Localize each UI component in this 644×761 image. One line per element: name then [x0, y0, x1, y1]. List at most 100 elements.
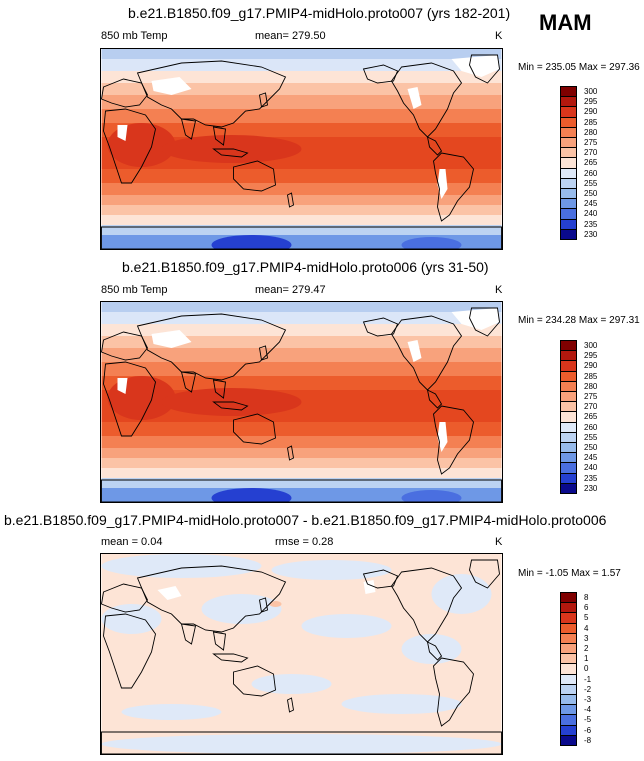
panel1-missing-data: [437, 169, 448, 199]
panel1-colorbar-tick-label: 285: [584, 117, 598, 127]
panel2-colorbar-tick-label: 290: [584, 361, 598, 371]
panel2-colorbar-swatch: [560, 421, 577, 433]
panel1-colorbar-swatch: [560, 137, 577, 149]
panel2-coastline: [426, 389, 443, 409]
panel3-colorbar-tick-label: 4: [584, 623, 589, 633]
panel1-colorbar-swatch: [560, 96, 577, 108]
panel1-coastline: [212, 148, 249, 158]
panel3-units-label: K: [495, 536, 503, 548]
panel1-coastline: [469, 54, 500, 84]
panel3-colorbar-tick-label: -5: [584, 715, 592, 725]
panel1-coastline: [101, 226, 502, 249]
panel2-temperature-band: [101, 448, 502, 458]
panel3-map: [100, 553, 503, 755]
panel1-colorbar-tick-label: 245: [584, 199, 598, 209]
panel1-temperature-band: [101, 83, 502, 95]
panel2-colorbar-swatch: [560, 391, 577, 403]
panel1-coastline: [258, 92, 269, 108]
panel3-coastline: [101, 583, 149, 613]
panel1-minmax: Min = 235.05 Max = 297.36: [518, 62, 640, 73]
panel2-colorbar-tick-label: 235: [584, 473, 598, 483]
panel3-missing-data: [157, 586, 182, 600]
panel3-diff-negative-region: [201, 594, 282, 624]
panel3-diff-negative-region: [101, 554, 262, 578]
panel2-variable-label: 850 mb Temp: [101, 284, 168, 296]
panel2-coastline: [433, 405, 474, 475]
panel3-diff-negative-region: [301, 614, 392, 638]
panel3-missing-data: [363, 580, 376, 594]
panel2-coastline: [212, 401, 249, 411]
panel1-colorbar-swatch: [560, 147, 577, 159]
panel1-temperature-band: [101, 95, 502, 109]
panel2-map-plot: [101, 302, 502, 502]
panel2-colorbar-tick-label: 300: [584, 341, 598, 350]
panel1-colorbar-tick-label: 295: [584, 97, 598, 107]
panel2-coastline: [101, 331, 149, 361]
panel2-coastline: [258, 345, 269, 361]
panel1-colorbar-swatch: [560, 188, 577, 200]
panel3-colorbar-swatch: [560, 694, 577, 706]
panel2-temperature-band: [101, 336, 502, 348]
panel3-colorbar-frame: [560, 592, 577, 746]
panel1-colorbar-tick-label: 250: [584, 189, 598, 198]
panel1-units-label: K: [495, 30, 503, 42]
panel2-temperature-band: [101, 376, 502, 390]
panel2-temperature-band: [101, 436, 502, 448]
panel2-colorbar-tick-label: 250: [584, 443, 598, 452]
panel2-colorbar-tick-label: 260: [584, 422, 598, 432]
panel3-colorbar-tick-label: 8: [584, 593, 589, 602]
panel2-coastline: [180, 371, 197, 393]
panel1-colorbar-tick-label: 230: [584, 229, 598, 239]
panel2-temperature-band: [101, 324, 502, 336]
panel3-colorbar-swatch: [560, 673, 577, 685]
panel3-colorbar-tick-label: -1: [584, 674, 592, 684]
panel2-colorbar-tick-label: 265: [584, 412, 598, 422]
panel2-colorbar-tick-label: 240: [584, 463, 598, 473]
panel3-colorbar-swatch: [560, 724, 577, 736]
panel1-colorbar-swatch: [560, 228, 577, 240]
panel1-coastline: [136, 60, 287, 128]
panel2-temperature-band: [101, 312, 502, 324]
panel3-minmax: Min = -1.05 Max = 1.57: [518, 568, 621, 579]
panel2-colorbar-swatch: [560, 380, 577, 392]
panel3-coastline: [287, 697, 294, 713]
panel3-coastline: [433, 657, 474, 727]
panel1-colorbar-tick-label: 280: [584, 127, 598, 137]
panel3-diff-negative-region: [271, 560, 392, 580]
panel2-colorbar-tick-label: 285: [584, 371, 598, 381]
panel1-colorbar-swatch: [560, 106, 577, 118]
panel1-missing-data: [151, 77, 192, 95]
panel1-colorbar-swatch: [560, 198, 577, 210]
panel2-colorbar-swatch: [560, 401, 577, 413]
panel2-missing-data: [437, 422, 448, 452]
panel3-colorbar-tick-label: 1: [584, 654, 589, 664]
panel2-cold-patch: [401, 490, 462, 502]
season-label: MAM: [539, 10, 592, 35]
panel3-rmse-label: rmse = 0.28: [275, 536, 334, 548]
panel2-colorbar-frame: [560, 340, 577, 494]
panel3-colorbar-tick-label: -8: [584, 735, 592, 745]
panel2-temperature-band: [101, 458, 502, 468]
panel3-colorbar-swatch: [560, 612, 577, 624]
panel3-colorbar-swatch: [560, 602, 577, 614]
panel1-coastline: [362, 64, 399, 84]
panel3-coastline: [212, 653, 249, 663]
panel1-variable-label: 850 mb Temp: [101, 30, 168, 42]
panel3-diff-negative-region: [251, 674, 332, 694]
panel2-colorbar-swatch: [560, 462, 577, 474]
panel2-units-label: K: [495, 284, 503, 296]
panel2-missing-data: [407, 340, 422, 362]
panel2-coastline: [212, 379, 227, 399]
panel3-map-plot: [101, 554, 502, 754]
panel2-title: b.e21.B1850.f09_g17.PMIP4-midHolo.proto0…: [122, 259, 489, 275]
panel1-coastline: [180, 118, 197, 140]
panel3-diff-negative-region: [101, 604, 162, 634]
panel3-colorbar-swatch: [560, 734, 577, 746]
panel1-temperature-band: [101, 71, 502, 83]
panel3-coastline: [180, 623, 197, 645]
panel1-colorbar-swatch: [560, 167, 577, 179]
panel2-coastline: [101, 479, 502, 502]
panel3-diff-positive-region: [269, 601, 282, 607]
panel3-colorbar-tick-label: 2: [584, 644, 589, 653]
panel2-colorbar-swatch: [560, 442, 577, 454]
